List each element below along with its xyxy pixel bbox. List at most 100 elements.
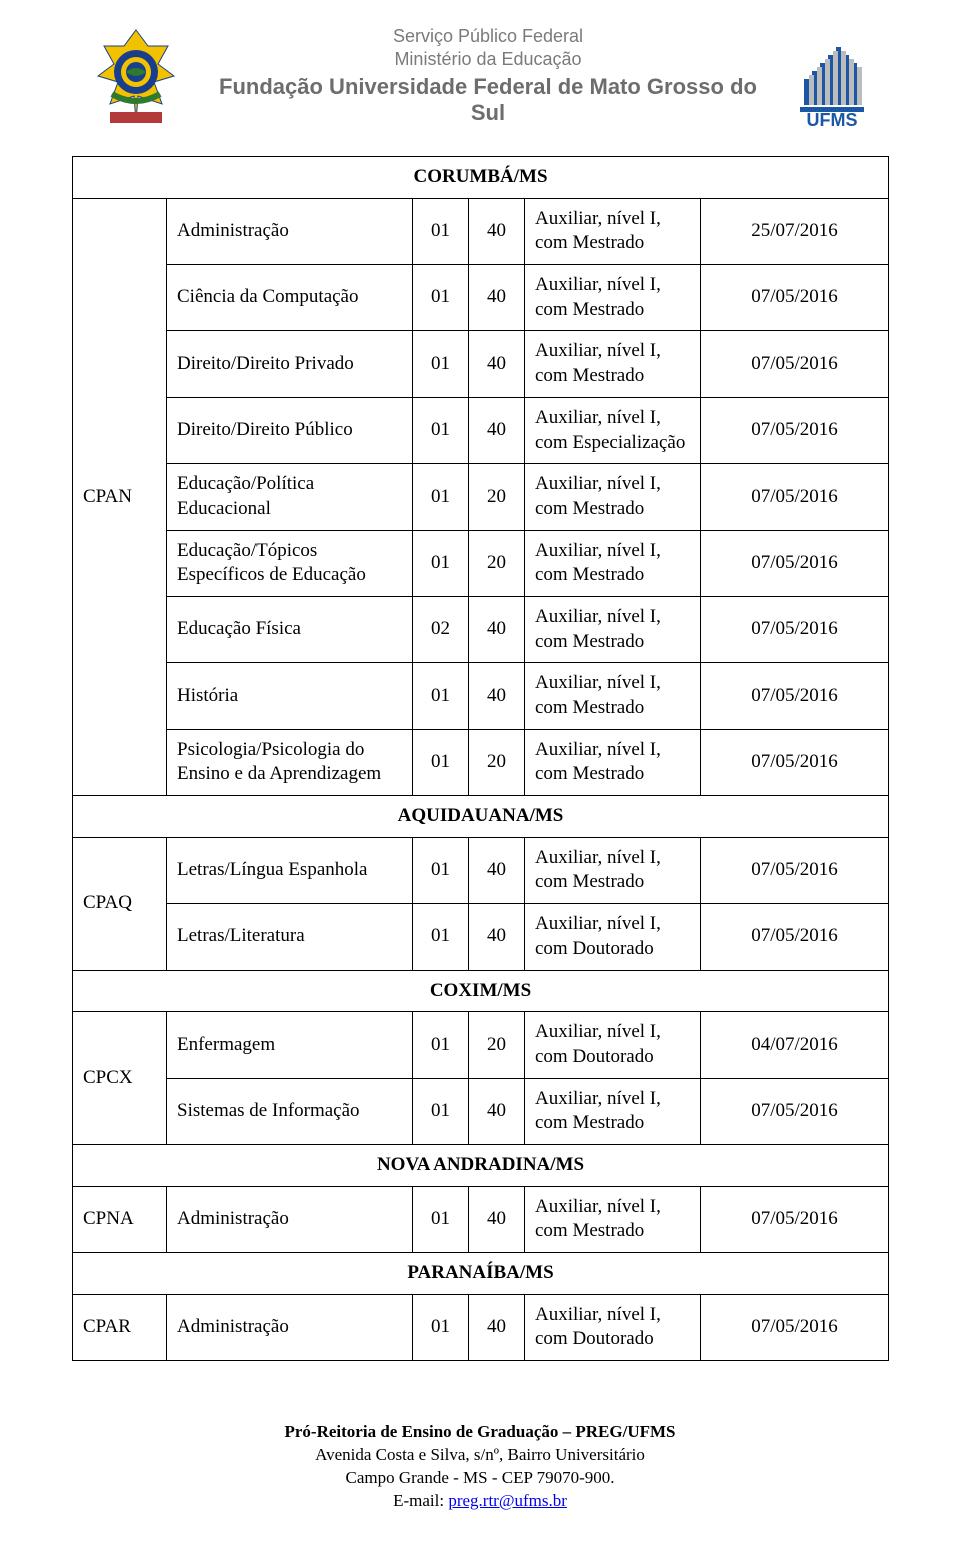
level-cell: Auxiliar, nível I, com Mestrado	[525, 265, 701, 331]
area-cell: Educação/Política Educacional	[167, 464, 413, 530]
level-cell: Auxiliar, nível I, com Doutorado	[525, 904, 701, 970]
date-cell: 25/07/2016	[701, 198, 889, 264]
table-row: Sistemas de Informação0140Auxiliar, níve…	[73, 1078, 889, 1144]
date-cell: 07/05/2016	[701, 464, 889, 530]
hours-cell: 20	[469, 464, 525, 530]
area-cell: Educação/Tópicos Específicos de Educação	[167, 530, 413, 596]
vacancies-cell: 01	[413, 1012, 469, 1078]
footer: Pró-Reitoria de Ensino de Graduação – PR…	[72, 1421, 888, 1513]
table-row: Letras/Literatura0140Auxiliar, nível I, …	[73, 904, 889, 970]
area-cell: Administração	[167, 1294, 413, 1360]
date-cell: 07/05/2016	[701, 729, 889, 795]
hours-cell: 40	[469, 904, 525, 970]
footer-line-2: Avenida Costa e Silva, s/nº, Bairro Univ…	[72, 1444, 888, 1467]
area-cell: Ciência da Computação	[167, 265, 413, 331]
hours-cell: 40	[469, 397, 525, 463]
national-crest-icon	[72, 24, 200, 134]
table-row: Educação/Tópicos Específicos de Educação…	[73, 530, 889, 596]
table-row: CPARAdministração0140Auxiliar, nível I, …	[73, 1294, 889, 1360]
area-cell: Administração	[167, 1186, 413, 1252]
table-row: Psicologia/Psicologia do Ensino e da Apr…	[73, 729, 889, 795]
area-cell: Direito/Direito Público	[167, 397, 413, 463]
letterhead-line-1: Serviço Público Federal	[200, 26, 776, 47]
vacancies-cell: 01	[413, 1294, 469, 1360]
hours-cell: 40	[469, 331, 525, 397]
date-cell: 07/05/2016	[701, 397, 889, 463]
area-cell: Psicologia/Psicologia do Ensino e da Apr…	[167, 729, 413, 795]
date-cell: 07/05/2016	[701, 1294, 889, 1360]
hours-cell: 40	[469, 596, 525, 662]
date-cell: 07/05/2016	[701, 265, 889, 331]
level-cell: Auxiliar, nível I, com Mestrado	[525, 1078, 701, 1144]
area-cell: Direito/Direito Privado	[167, 331, 413, 397]
level-cell: Auxiliar, nível I, com Doutorado	[525, 1294, 701, 1360]
area-cell: Sistemas de Informação	[167, 1078, 413, 1144]
letterhead: Serviço Público Federal Ministério da Ed…	[72, 24, 888, 134]
hours-cell: 40	[469, 198, 525, 264]
letterhead-line-2: Ministério da Educação	[200, 49, 776, 70]
vacancies-cell: 01	[413, 198, 469, 264]
area-cell: Letras/Língua Espanhola	[167, 837, 413, 903]
hours-cell: 40	[469, 837, 525, 903]
footer-email: E-mail: preg.rtr@ufms.br	[72, 1490, 888, 1513]
hours-cell: 40	[469, 1078, 525, 1144]
hours-cell: 40	[469, 265, 525, 331]
footer-line-1: Pró-Reitoria de Ensino de Graduação – PR…	[72, 1421, 888, 1444]
level-cell: Auxiliar, nível I, com Mestrado	[525, 331, 701, 397]
level-cell: Auxiliar, nível I, com Mestrado	[525, 837, 701, 903]
level-cell: Auxiliar, nível I, com Mestrado	[525, 729, 701, 795]
section-header: AQUIDAUANA/MS	[73, 796, 889, 838]
hours-cell: 20	[469, 530, 525, 596]
svg-text:UFMS: UFMS	[807, 110, 858, 129]
footer-email-link[interactable]: preg.rtr@ufms.br	[448, 1491, 567, 1510]
level-cell: Auxiliar, nível I, com Mestrado	[525, 596, 701, 662]
unit-cell: CPAQ	[73, 837, 167, 970]
vacancies-cell: 01	[413, 904, 469, 970]
letterhead-line-3: Fundação Universidade Federal de Mato Gr…	[200, 74, 776, 126]
footer-line-3: Campo Grande - MS - CEP 79070-900.	[72, 1467, 888, 1490]
date-cell: 07/05/2016	[701, 904, 889, 970]
vacancies-cell: 01	[413, 837, 469, 903]
table-row: Direito/Direito Privado0140Auxiliar, nív…	[73, 331, 889, 397]
table-row: Educação Física0240Auxiliar, nível I, co…	[73, 596, 889, 662]
date-cell: 07/05/2016	[701, 1186, 889, 1252]
vacancies-cell: 02	[413, 596, 469, 662]
level-cell: Auxiliar, nível I, com Especialização	[525, 397, 701, 463]
vacancies-cell: 01	[413, 331, 469, 397]
date-cell: 07/05/2016	[701, 331, 889, 397]
level-cell: Auxiliar, nível I, com Mestrado	[525, 464, 701, 530]
date-cell: 07/05/2016	[701, 596, 889, 662]
table-row: CPAQLetras/Língua Espanhola0140Auxiliar,…	[73, 837, 889, 903]
hours-cell: 20	[469, 729, 525, 795]
vacancies-cell: 01	[413, 265, 469, 331]
date-cell: 07/05/2016	[701, 663, 889, 729]
table-row: História0140Auxiliar, nível I, com Mestr…	[73, 663, 889, 729]
unit-cell: CPCX	[73, 1012, 167, 1145]
hours-cell: 20	[469, 1012, 525, 1078]
hours-cell: 40	[469, 1294, 525, 1360]
level-cell: Auxiliar, nível I, com Mestrado	[525, 663, 701, 729]
hours-cell: 40	[469, 663, 525, 729]
vacancies-cell: 01	[413, 464, 469, 530]
level-cell: Auxiliar, nível I, com Mestrado	[525, 1186, 701, 1252]
vacancies-cell: 01	[413, 1186, 469, 1252]
level-cell: Auxiliar, nível I, com Mestrado	[525, 198, 701, 264]
area-cell: Administração	[167, 198, 413, 264]
table-row: Educação/Política Educacional0120Auxilia…	[73, 464, 889, 530]
area-cell: Enfermagem	[167, 1012, 413, 1078]
level-cell: Auxiliar, nível I, com Mestrado	[525, 530, 701, 596]
unit-cell: CPAR	[73, 1294, 167, 1360]
area-cell: História	[167, 663, 413, 729]
section-header: NOVA ANDRADINA/MS	[73, 1144, 889, 1186]
area-cell: Letras/Literatura	[167, 904, 413, 970]
section-header: CORUMBÁ/MS	[73, 157, 889, 199]
vacancies-cell: 01	[413, 530, 469, 596]
ufms-logo-icon: UFMS	[776, 24, 888, 134]
section-header: PARANAÍBA/MS	[73, 1253, 889, 1295]
level-cell: Auxiliar, nível I, com Doutorado	[525, 1012, 701, 1078]
date-cell: 07/05/2016	[701, 837, 889, 903]
area-cell: Educação Física	[167, 596, 413, 662]
date-cell: 04/07/2016	[701, 1012, 889, 1078]
unit-cell: CPAN	[73, 198, 167, 795]
vacancies-table: CORUMBÁ/MSCPANAdministração0140Auxiliar,…	[72, 156, 889, 1361]
